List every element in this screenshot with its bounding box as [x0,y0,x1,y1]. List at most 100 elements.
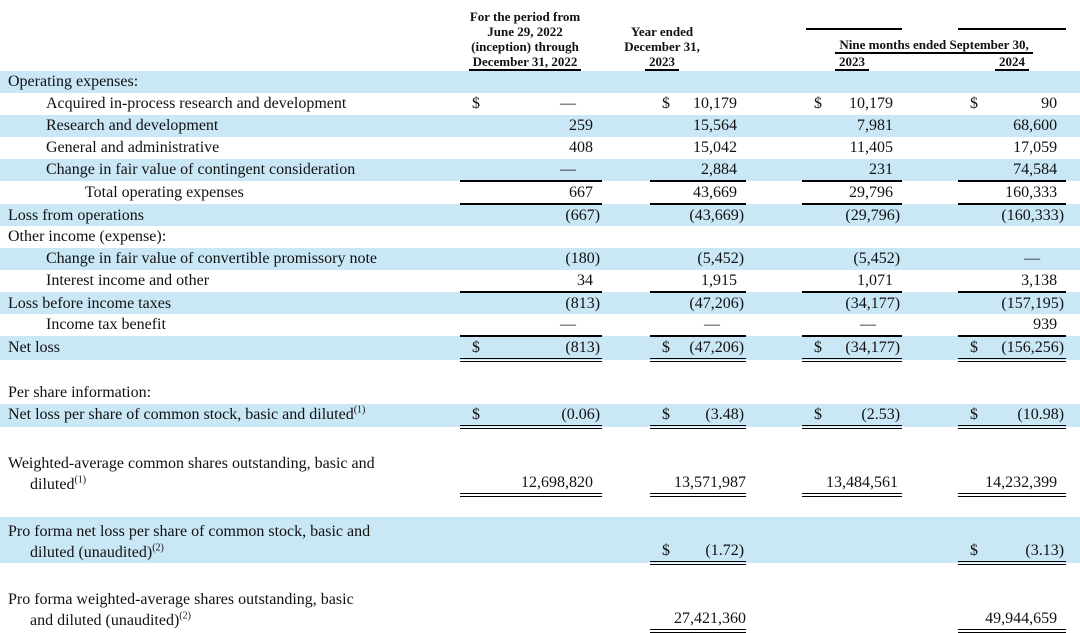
currency-symbol-cell [802,115,827,137]
value-cell [826,71,903,93]
column-gap [902,404,959,427]
currency-symbol-cell [650,292,675,314]
currency-symbol-cell [650,204,675,226]
column-header-2023: 2023 [802,54,902,71]
currency-symbol-cell: $ [460,336,484,362]
currency-symbol-cell [460,115,484,137]
value-cell: (2.53) [826,404,903,429]
currency-symbol-cell: $ [650,404,675,429]
value-cell: 10,179 [693,95,738,112]
currency-symbol-cell [802,204,827,226]
currency-symbol-cell [650,585,675,633]
currency-symbol-cell [650,270,675,293]
currency-symbol-cell [958,226,982,248]
right-margin [1066,404,1080,427]
column-gap [448,71,460,93]
currency-symbol-cell: $ [650,517,675,565]
value-cell: 259 [484,115,603,137]
currency-symbol-cell [802,226,826,248]
currency-symbol-cell [802,382,826,404]
row-label: Change in fair value of convertible prom… [0,248,448,270]
value-cell [982,71,1067,93]
value-cell: (47,206) [674,292,747,314]
currency-symbol-cell [802,181,827,205]
value-cell: (43,669) [674,204,747,226]
column-header-line: For the period from [469,9,581,24]
column-gap [448,270,460,292]
column-header-line: June 29, 2022 [487,24,563,39]
table-row: Pro forma weighted-average shares outsta… [0,585,1080,633]
currency-symbol-cell: $ [802,404,827,429]
value-cell: (813) [484,336,603,362]
column-gap [746,585,802,631]
column-gap [448,181,460,204]
value-cell: 34 [484,270,603,293]
currency-symbol-cell [802,314,827,337]
currency-symbol-cell [460,248,484,270]
column-gap [746,404,803,427]
spacer-row [0,563,1080,585]
spacer-row [0,360,1080,382]
column-gap [746,248,803,270]
currency-symbol-cell [802,270,827,293]
column-gap [602,71,651,93]
column-gap [602,404,651,427]
right-margin [1066,226,1080,248]
column-header-period-2022: For the period from June 29, 2022 (incep… [448,0,602,71]
column-header-line: December 31, 2022 [468,54,582,71]
column-gap [602,159,651,181]
value-cell: — [560,95,577,112]
column-gap [448,115,460,137]
right-margin [1066,382,1080,404]
value-cell [982,226,1066,248]
value-cell [484,517,603,563]
currency-symbol-cell: $ [650,336,675,362]
currency-symbol-cell [958,159,983,182]
column-gap [448,226,460,248]
value-cell: (157,195) [982,292,1067,314]
value-cell [826,517,903,563]
header-gap [746,54,802,71]
right-margin [1066,449,1080,495]
currency-symbol-cell [802,248,827,270]
row-label: Total operating expenses [85,184,244,201]
currency-symbol-cell: $ [802,336,827,362]
row-label: Operating expenses: [0,71,448,93]
column-gap [902,226,958,248]
currency-symbol-cell [958,292,983,314]
column-gap [602,248,651,270]
value-cell: (1.72) [674,517,747,565]
column-gap [746,292,803,314]
column-header-line: 2023 [645,54,680,71]
column-gap [602,115,651,137]
value-cell: 68,600 [982,115,1067,137]
currency-symbol-cell: $ [814,95,823,112]
currency-symbol-cell [958,585,983,633]
column-gap [902,382,958,404]
value-cell: 13,571,987 [674,449,747,497]
currency-symbol-cell: $ [472,95,480,112]
currency-symbol-cell: $ [460,404,484,429]
value-cell [674,226,746,248]
column-gap [602,585,650,631]
value-cell: (667) [484,204,603,226]
column-gap [602,270,650,292]
column-gap [746,115,803,137]
value-cell [826,585,902,631]
currency-symbol-cell [650,314,675,337]
currency-symbol-cell [650,382,674,404]
column-gap [746,93,802,115]
currency-symbol-cell [802,71,827,93]
column-gap [448,137,460,159]
column-header-line: December 31, [624,39,700,54]
column-gap [448,204,460,226]
currency-symbol-cell [650,248,675,270]
value-cell [484,71,603,93]
currency-symbol-cell [650,137,674,159]
value-cell: 667 [484,181,603,205]
value-cell: (5,452) [674,248,747,270]
value-cell: — [484,159,603,182]
column-gap [902,181,958,204]
column-gap [448,404,460,427]
